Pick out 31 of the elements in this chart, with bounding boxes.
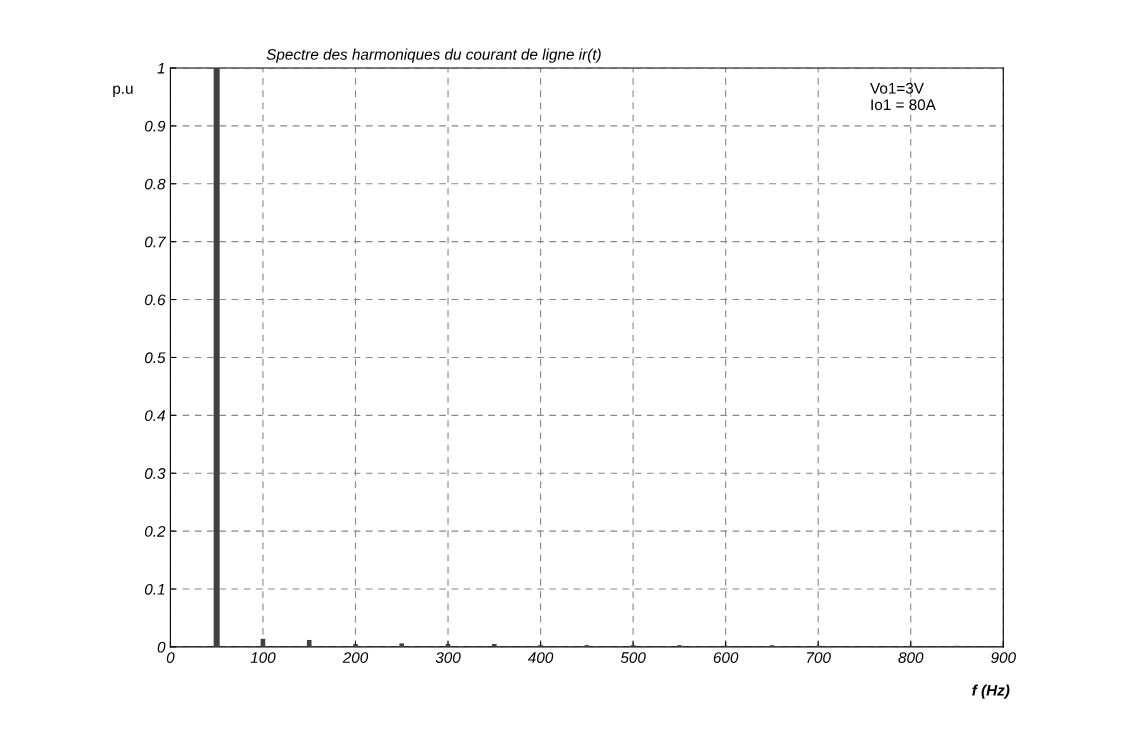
bar (491, 644, 497, 647)
y-tick-label: 0.5 (144, 352, 166, 364)
annotation: Vo1=3V Io1 = 80A (870, 82, 936, 111)
y-tick-label: 0.3 (144, 468, 166, 479)
bar (306, 639, 312, 647)
bar (399, 643, 405, 647)
x-axis-title: f (Hz) (972, 684, 1010, 699)
x-tick-label: 500 (620, 652, 646, 663)
x-tick-label: 300 (435, 652, 461, 663)
y-tick-label: 0.1 (144, 583, 165, 595)
y-tick-label: 0.4 (144, 410, 165, 422)
y-axis-title: p.u (113, 85, 133, 97)
y-tick-label: 0.7 (144, 236, 166, 248)
y-tick-label: 1 (157, 63, 165, 74)
x-tick-label: 800 (898, 652, 924, 663)
chart-title: Spectre des harmoniques du courant de ligne ir(t) (266, 48, 601, 63)
bar (445, 644, 451, 647)
y-tick-label: 0.6 (144, 294, 166, 306)
y-tick-label: 0 (157, 641, 166, 653)
y-tick-label: 0.8 (144, 178, 166, 190)
x-tick-label: 100 (250, 652, 276, 663)
y-tick-label: 0.2 (144, 525, 166, 537)
bar (353, 644, 358, 647)
x-tick-label: 400 (527, 652, 554, 663)
y-tick-label: 0.9 (144, 120, 166, 132)
x-tick-label: 200 (342, 652, 369, 663)
x-tick-label: 700 (807, 652, 831, 663)
x-tick-label: 0 (166, 652, 175, 663)
x-tick-label: 900 (991, 652, 1016, 663)
x-tick-label: 600 (713, 652, 739, 663)
bar (213, 67, 220, 647)
